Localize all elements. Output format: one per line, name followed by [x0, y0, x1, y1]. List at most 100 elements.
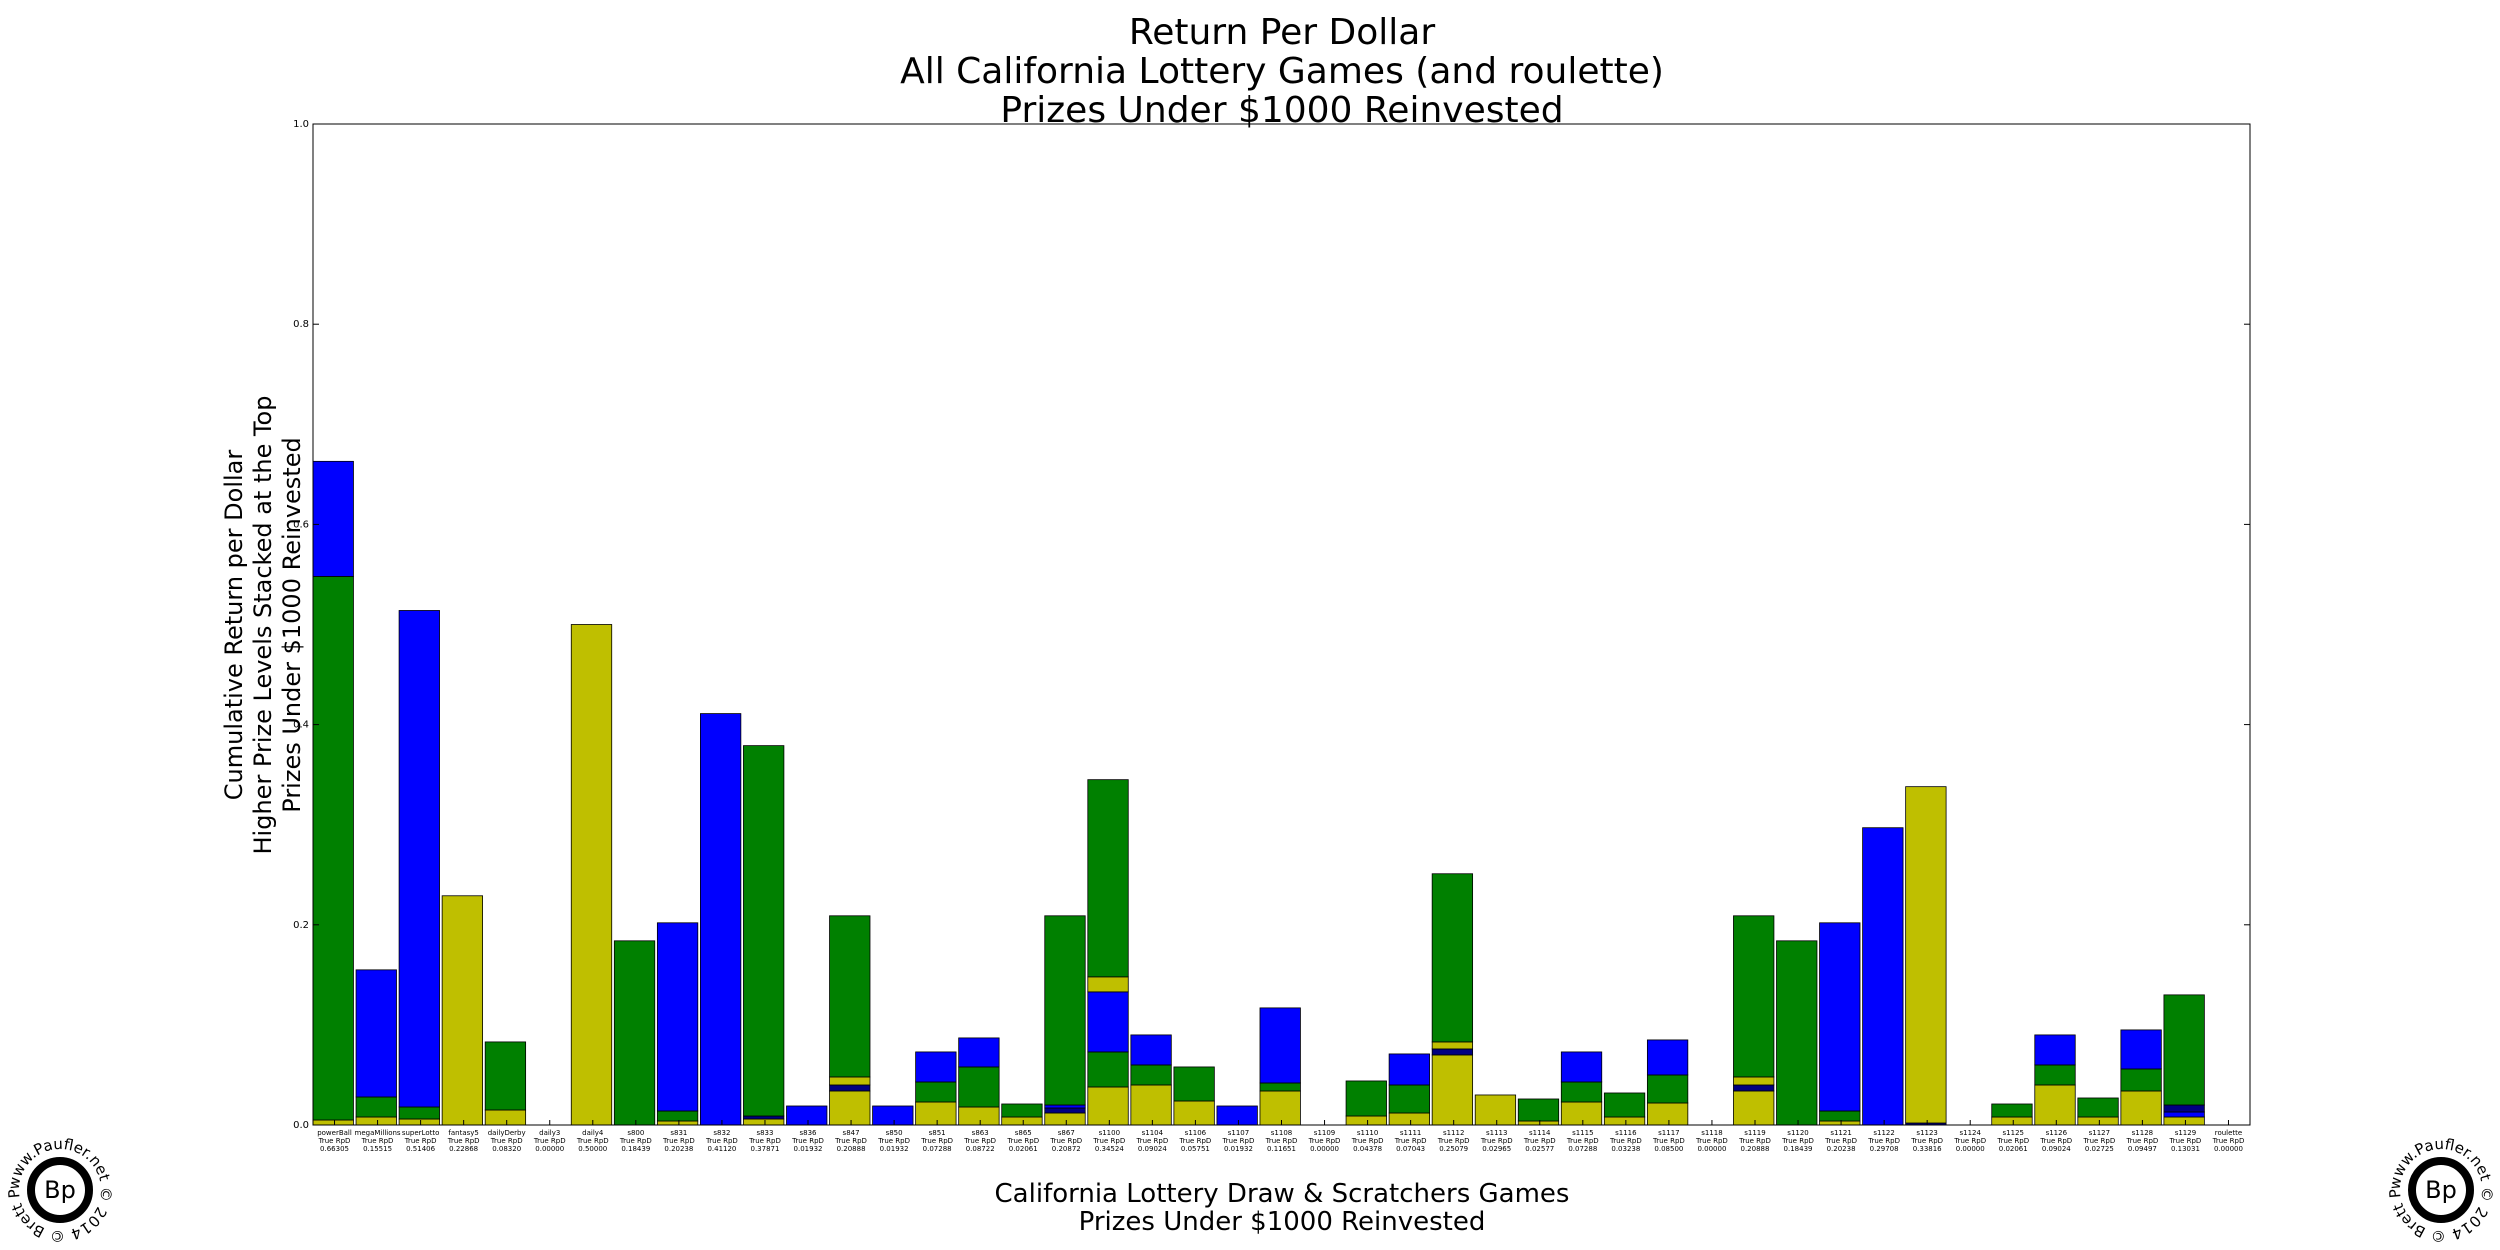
bar-segment — [312, 460, 354, 577]
y-tick-label: 0.6 — [293, 519, 309, 530]
x-tick-label-rpd: 0.13031 — [2171, 1145, 2200, 1153]
x-tick-label-sublabel: True RpD — [705, 1137, 738, 1145]
bar-segment — [1044, 1104, 1086, 1109]
bar-segment — [1517, 1120, 1560, 1126]
bar-segment — [656, 1120, 699, 1126]
x-tick-label-name: s832 — [713, 1129, 730, 1137]
bar-segment — [1431, 1048, 1474, 1056]
seal-ring — [2408, 1157, 2474, 1223]
bar-segment — [2163, 1104, 2205, 1113]
x-tick-label-rpd: 0.07288 — [1568, 1145, 1597, 1153]
bar-segment — [1216, 1105, 1258, 1126]
x-tick-label-rpd: 0.20888 — [837, 1145, 866, 1153]
bar-segment — [1560, 1081, 1603, 1103]
bar-segment — [1130, 1034, 1172, 1066]
x-tick-label-sublabel: True RpD — [619, 1137, 652, 1145]
bar-segment — [484, 1041, 527, 1111]
watermark-seal-left: www.Paufler.net © 2014 © Brett PauflerBp — [0, 0, 115, 1245]
x-tick-label-sublabel: True RpD — [1996, 1137, 2029, 1145]
x-tick-label-sublabel: True RpD — [2039, 1137, 2072, 1145]
x-tick-label-rpd: 0.01932 — [794, 1145, 823, 1153]
bar-segment — [1560, 1101, 1603, 1126]
y-tick-label: 0.0 — [293, 1120, 309, 1131]
x-tick-label-sublabel: True RpD — [963, 1137, 996, 1145]
x-tick-label-name: megaMillions — [355, 1129, 401, 1137]
bar-segment — [1173, 1066, 1215, 1102]
bar-segment — [398, 1106, 440, 1120]
x-tick-label-rpd: 0.09497 — [2128, 1145, 2157, 1153]
x-tick-label-name: s1126 — [2046, 1129, 2068, 1137]
bar-segment — [2120, 1029, 2162, 1070]
y-tick-label: 0.2 — [293, 920, 309, 931]
x-tick-label-rpd: 0.22868 — [449, 1145, 478, 1153]
x-tick-label-rpd: 0.18439 — [1784, 1145, 1813, 1153]
x-tick-label-sublabel: True RpD — [1738, 1137, 1771, 1145]
bar-segment — [958, 1106, 1000, 1126]
bar-segment — [1603, 1116, 1646, 1126]
x-tick-label-sublabel: True RpD — [1695, 1137, 1728, 1145]
bar-segment — [1819, 922, 1861, 1112]
bar-segment — [1646, 1039, 1689, 1076]
bar-segment — [1130, 1084, 1172, 1126]
x-tick-label-name: s847 — [843, 1129, 860, 1137]
bar-segment — [1905, 786, 1947, 1124]
bar-segment — [829, 1090, 871, 1126]
bar-segment — [2120, 1090, 2162, 1126]
x-tick-label-sublabel: True RpD — [791, 1137, 824, 1145]
x-tick-label-name: s850 — [886, 1129, 903, 1137]
x-tick-label-name: s1108 — [1271, 1129, 1292, 1137]
bar-segment — [441, 895, 483, 1126]
x-tick-label-sublabel: True RpD — [1092, 1137, 1125, 1145]
x-tick-label-sublabel: True RpD — [1566, 1137, 1599, 1145]
x-tick-label-rpd: 0.04378 — [1353, 1145, 1382, 1153]
x-tick-label-rpd: 0.00000 — [1697, 1145, 1726, 1153]
bar-segment — [743, 745, 785, 1117]
x-tick-label-name: s1104 — [1142, 1129, 1164, 1137]
x-tick-label-rpd: 0.03238 — [1611, 1145, 1640, 1153]
x-tick-label-name: s836 — [800, 1129, 818, 1137]
bars — [312, 460, 2205, 1126]
bar-segment — [1991, 1116, 2033, 1126]
bar-segment — [355, 1116, 397, 1126]
x-tick-label-sublabel: True RpD — [1265, 1137, 1298, 1145]
x-tick-label-rpd: 0.00000 — [1956, 1145, 1985, 1153]
bar-segment — [1388, 1053, 1430, 1086]
x-tick-label-sublabel: True RpD — [920, 1137, 953, 1145]
x-tick-label-rpd: 0.51406 — [406, 1145, 435, 1153]
x-tick-label-sublabel: True RpD — [748, 1137, 781, 1145]
x-tick-label-name: roulette — [2215, 1129, 2243, 1137]
x-tick-label-sublabel: True RpD — [1308, 1137, 1341, 1145]
x-tick-label-sublabel: True RpD — [2082, 1137, 2115, 1145]
x-tick-label-rpd: 0.11651 — [1267, 1145, 1296, 1153]
bar-segment — [2163, 1111, 2205, 1118]
x-tick-label-rpd: 0.05751 — [1181, 1145, 1210, 1153]
x-tick-label-name: fantasy5 — [448, 1129, 478, 1137]
x-tick-label-rpd: 0.00000 — [535, 1145, 564, 1153]
x-tick-label-name: s831 — [670, 1129, 687, 1137]
bar-segment — [1733, 1076, 1775, 1086]
x-tick-label-name: s1122 — [1873, 1129, 1894, 1137]
y-axis-title-line-3: Prizes Under $1000 Reinvested — [278, 437, 306, 812]
x-tick-label-name: s833 — [756, 1129, 773, 1137]
bar-segment — [1776, 940, 1818, 1126]
seal-text: www.Paufler.net © 2014 © Brett Paufler — [0, 0, 115, 1245]
bar-segment — [1345, 1080, 1387, 1117]
x-tick-label-sublabel: True RpD — [2125, 1137, 2158, 1145]
bar-segment — [1733, 915, 1775, 1078]
y-axis-title-line-2: Higher Prize Levels Stacked at the Top — [249, 396, 277, 855]
x-tick-label-rpd: 0.34524 — [1095, 1145, 1124, 1153]
x-tick-label-name: s1127 — [2089, 1129, 2110, 1137]
bar-segment — [958, 1066, 1000, 1108]
x-tick-label-name: s1113 — [1486, 1129, 1507, 1137]
bar-segment — [1819, 1120, 1861, 1126]
bar-segment — [1646, 1074, 1689, 1104]
x-tick-label-sublabel: True RpD — [361, 1137, 394, 1145]
x-tick-label-sublabel: True RpD — [1179, 1137, 1212, 1145]
y-axis-title-line-1: Cumulative Return per Dollar — [220, 450, 248, 801]
y-axis-title: Cumulative Return per Dollar Higher Priz… — [220, 396, 306, 855]
x-tick-label-sublabel: True RpD — [576, 1137, 609, 1145]
x-tick-label-name: s1107 — [1228, 1129, 1249, 1137]
x-axis-title: California Lottery Draw & Scratchers Gam… — [995, 1179, 1570, 1237]
bar-segment — [1862, 827, 1904, 1126]
x-tick-label-sublabel: True RpD — [1910, 1137, 1943, 1145]
